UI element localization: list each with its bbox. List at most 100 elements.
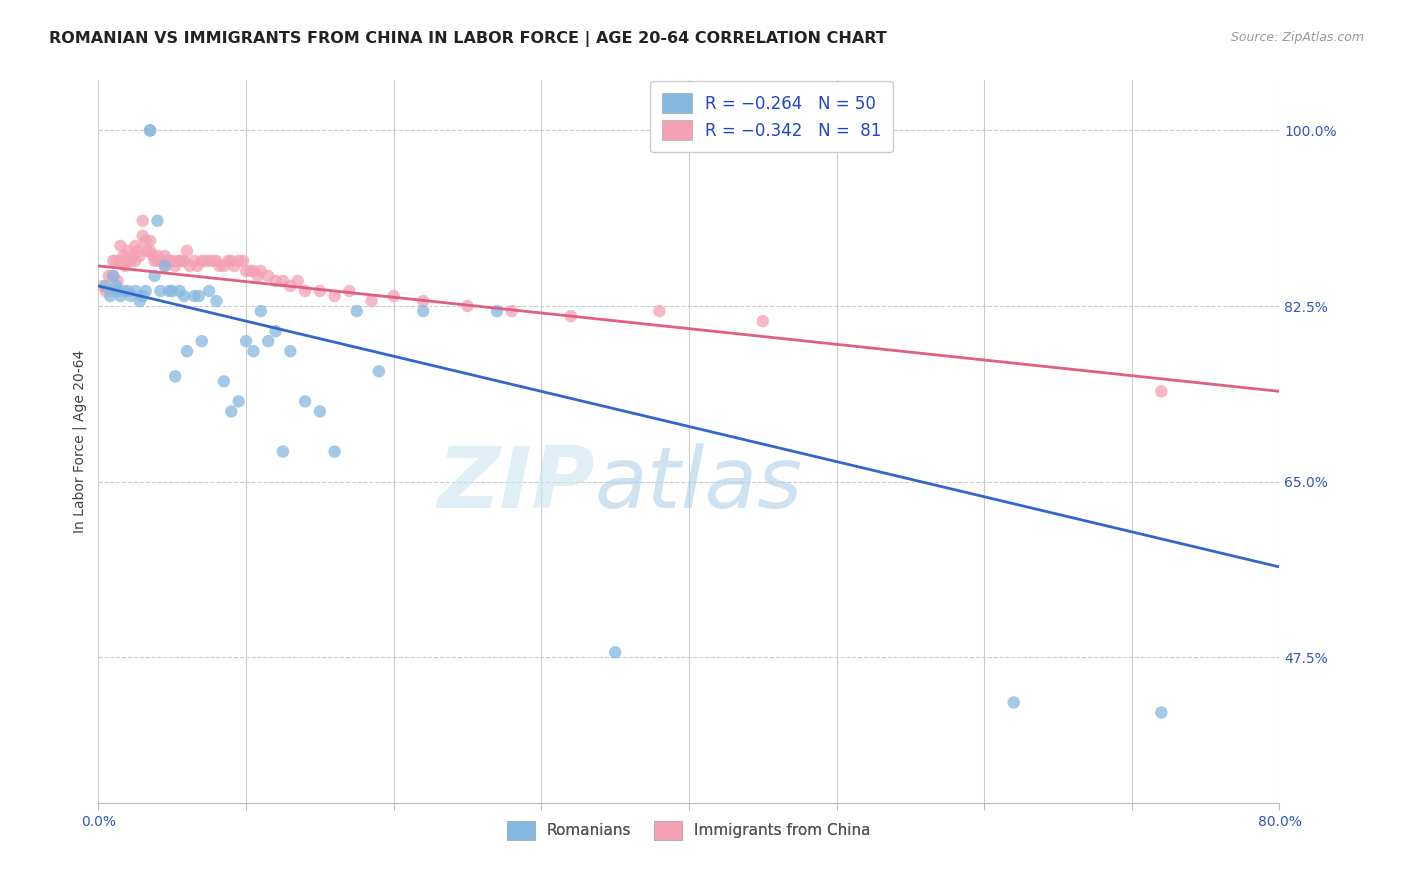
Point xyxy=(183,289,205,303)
Point xyxy=(294,394,316,409)
Point xyxy=(412,304,434,318)
Point xyxy=(173,253,195,268)
Point xyxy=(97,268,120,283)
Point xyxy=(224,259,246,273)
Point xyxy=(205,253,228,268)
Point xyxy=(156,253,179,268)
Point xyxy=(135,284,157,298)
Text: ROMANIAN VS IMMIGRANTS FROM CHINA IN LABOR FORCE | AGE 20-64 CORRELATION CHART: ROMANIAN VS IMMIGRANTS FROM CHINA IN LAB… xyxy=(49,31,887,47)
Point xyxy=(560,309,582,323)
Point xyxy=(105,253,128,268)
Point xyxy=(146,249,169,263)
Point xyxy=(194,253,217,268)
Point xyxy=(143,268,166,283)
Text: ZIP: ZIP xyxy=(437,443,595,526)
Point xyxy=(250,264,273,278)
Point xyxy=(1150,384,1173,399)
Point xyxy=(309,284,332,298)
Point xyxy=(1150,706,1173,720)
Point xyxy=(280,344,302,359)
Point xyxy=(179,259,201,273)
Point xyxy=(117,244,139,258)
Point xyxy=(752,314,775,328)
Point xyxy=(169,284,191,298)
Point xyxy=(124,284,146,298)
Point xyxy=(228,394,250,409)
Point xyxy=(346,304,368,318)
Point xyxy=(139,123,162,137)
Point xyxy=(457,299,479,313)
Point xyxy=(107,284,129,298)
Point xyxy=(120,289,142,303)
Point xyxy=(117,284,139,298)
Point xyxy=(112,249,135,263)
Point xyxy=(173,289,195,303)
Point xyxy=(142,249,165,263)
Point xyxy=(605,645,627,659)
Point xyxy=(382,289,405,303)
Point xyxy=(136,244,159,258)
Point xyxy=(264,324,287,338)
Point xyxy=(186,259,208,273)
Point xyxy=(294,284,316,298)
Point xyxy=(124,253,146,268)
Legend: Romanians, Immigrants from China: Romanians, Immigrants from China xyxy=(501,815,877,846)
Point xyxy=(187,289,209,303)
Y-axis label: In Labor Force | Age 20-64: In Labor Force | Age 20-64 xyxy=(73,350,87,533)
Point xyxy=(202,253,225,268)
Point xyxy=(128,293,150,308)
Point xyxy=(183,253,205,268)
Point xyxy=(176,244,198,258)
Text: atlas: atlas xyxy=(595,443,803,526)
Point xyxy=(162,253,183,268)
Point xyxy=(114,259,136,273)
Point xyxy=(146,253,169,268)
Point xyxy=(143,253,166,268)
Point xyxy=(91,279,114,293)
Point xyxy=(165,259,187,273)
Point xyxy=(212,259,235,273)
Point xyxy=(128,249,150,263)
Point xyxy=(232,253,254,268)
Point xyxy=(94,284,117,298)
Point xyxy=(323,444,346,458)
Point xyxy=(139,234,162,248)
Point xyxy=(1002,696,1025,710)
Point xyxy=(153,249,176,263)
Point xyxy=(162,284,183,298)
Point xyxy=(412,293,434,308)
Text: Source: ZipAtlas.com: Source: ZipAtlas.com xyxy=(1230,31,1364,45)
Point xyxy=(360,293,382,308)
Point xyxy=(242,264,264,278)
Point xyxy=(117,253,139,268)
Point xyxy=(239,264,262,278)
Point xyxy=(198,284,221,298)
Point xyxy=(271,444,294,458)
Point xyxy=(221,253,243,268)
Point xyxy=(191,334,214,348)
Point xyxy=(146,213,169,227)
Point xyxy=(166,253,188,268)
Point xyxy=(191,253,214,268)
Point xyxy=(132,228,155,243)
Point xyxy=(257,334,280,348)
Point xyxy=(280,279,302,293)
Point xyxy=(105,279,128,293)
Point xyxy=(323,289,346,303)
Point xyxy=(103,253,125,268)
Point xyxy=(217,253,239,268)
Point xyxy=(121,249,143,263)
Point xyxy=(127,244,149,258)
Point xyxy=(228,253,250,268)
Point xyxy=(110,289,132,303)
Point xyxy=(250,304,273,318)
Point xyxy=(205,293,228,308)
Point xyxy=(212,374,235,388)
Point xyxy=(246,268,269,283)
Point xyxy=(94,279,117,293)
Point xyxy=(198,253,221,268)
Point xyxy=(235,264,257,278)
Point xyxy=(112,284,135,298)
Point xyxy=(501,304,523,318)
Point xyxy=(110,253,132,268)
